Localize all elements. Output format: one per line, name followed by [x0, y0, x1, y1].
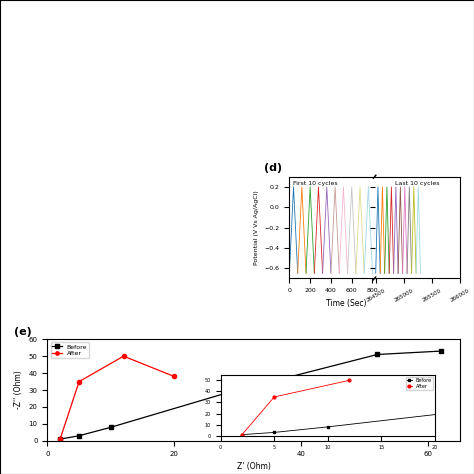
After — [172, 374, 177, 379]
Before — [222, 391, 228, 396]
X-axis label: Current density (A/g): Current density (A/g) — [92, 300, 173, 309]
Before — [57, 436, 63, 442]
Text: (e): (e) — [14, 327, 32, 337]
Before — [108, 424, 114, 430]
Line: After: After — [58, 354, 176, 441]
Before — [438, 348, 444, 354]
X-axis label: Z' (Ohm): Z' (Ohm) — [237, 462, 271, 471]
Specific capacitance (Cs) — [116, 254, 121, 260]
Before — [374, 352, 380, 357]
Specific capacitance (Cs) — [201, 266, 207, 272]
Before — [76, 433, 82, 438]
Specific capacitance (Cs) — [158, 263, 164, 269]
Y-axis label: -Z'' (Ohm): -Z'' (Ohm) — [14, 371, 23, 410]
Y-axis label: Potential (V Vs Ag/AgCl): Potential (V Vs Ag/AgCl) — [254, 190, 259, 265]
Text: (a): (a) — [13, 4, 31, 14]
Line: Specific capacitance (Cs): Specific capacitance (Cs) — [74, 190, 206, 271]
Text: (d): (d) — [264, 163, 282, 173]
After — [57, 436, 63, 442]
X-axis label: Potential (V Vs Ag/AgCl): Potential (V Vs Ag/AgCl) — [87, 137, 179, 146]
Y-axis label: Current: Current — [8, 51, 17, 80]
Legend: Before, After: Before, After — [51, 342, 89, 358]
X-axis label: Time (Sec): Time (Sec) — [355, 137, 395, 146]
Text: (c): (c) — [0, 167, 13, 177]
Y-axis label: Potential (V: Potential (V — [248, 43, 257, 87]
Specific capacitance (Cs) — [87, 208, 93, 213]
Y-axis label: Specific capacitance (Cs) (F/g): Specific capacitance (Cs) (F/g) — [18, 180, 23, 275]
Specific capacitance (Cs) — [73, 189, 79, 195]
Legend: 5  mV/s, 10 mV/s, 20 mV/s, 30 mV/s, 40 mV/s, 50 mV/s: 5 mV/s, 10 mV/s, 20 mV/s, 30 mV/s, 40 mV… — [181, 77, 217, 115]
After — [121, 353, 127, 359]
Line: Before: Before — [58, 349, 443, 441]
Text: First 10 cycles: First 10 cycles — [292, 181, 337, 186]
After — [76, 379, 82, 384]
Text: Last 10 cycles: Last 10 cycles — [395, 181, 439, 186]
Text: (b): (b) — [247, 4, 265, 14]
Legend: Specific capacitance (Cs): Specific capacitance (Cs) — [130, 180, 215, 188]
Text: Time (Sec): Time (Sec) — [326, 299, 366, 308]
